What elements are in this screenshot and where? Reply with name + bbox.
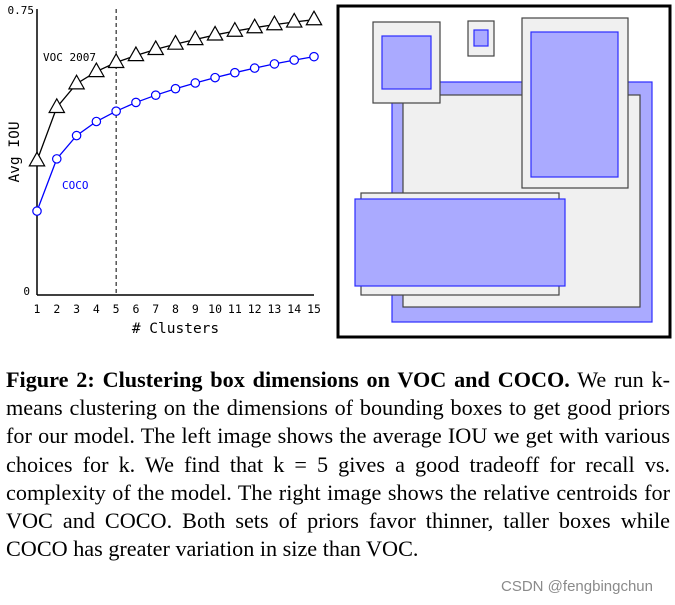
x-axis-title: # Clusters: [132, 321, 219, 337]
voc-data-point: [245, 17, 264, 34]
x-tick-label: 9: [192, 302, 199, 316]
x-tick-label: 3: [73, 302, 80, 316]
x-tick-label: 6: [132, 302, 139, 316]
voc-data-point: [166, 34, 185, 50]
coco-data-point: [170, 83, 181, 94]
coco-data-point: [190, 78, 201, 88]
x-tick-label: 11: [228, 302, 242, 316]
coco-centroid-box-small: [473, 29, 489, 47]
x-tick-label: 13: [267, 302, 281, 316]
x-tick-label: 1: [34, 302, 41, 316]
voc-data-point: [305, 9, 323, 26]
x-tick-label: 5: [113, 302, 120, 316]
coco-data-point: [150, 90, 161, 100]
coco-data-point: [230, 67, 240, 78]
x-tick-label: 4: [93, 302, 100, 316]
y-tick-label: 0.75: [8, 4, 35, 17]
voc-data-point: [87, 61, 106, 78]
coco-centroid-box-medium: [381, 35, 432, 90]
series-label-voc: VOC 2007: [43, 51, 96, 64]
coco-centroid-box-tall: [530, 31, 619, 178]
watermark: CSDN @fengbingchun: [499, 578, 655, 595]
voc-data-point: [265, 14, 284, 31]
voc-data-point: [206, 25, 224, 41]
series-label-coco: COCO: [62, 179, 89, 192]
caption-label: Figure 2:: [6, 367, 95, 392]
x-tick-label: 10: [208, 302, 222, 316]
x-tick-label: 8: [172, 302, 179, 316]
coco-data-point: [269, 59, 280, 69]
x-tick-label: 2: [53, 302, 60, 316]
x-tick-label: 14: [287, 302, 301, 316]
voc-data-point: [127, 45, 145, 62]
coco-data-point: [289, 55, 300, 65]
x-tick-label: 12: [248, 302, 262, 316]
coco-data-point: [91, 116, 102, 127]
coco-data-point: [32, 206, 42, 216]
y-axis-title: Avg IOU: [7, 121, 23, 182]
coco-data-point: [249, 63, 260, 73]
voc-data-point: [285, 12, 303, 28]
figure-caption: Figure 2: Clustering box dimensions on V…: [6, 366, 670, 563]
voc-data-point: [186, 29, 204, 46]
chart-marks: [28, 9, 323, 216]
coco-centroid-box-wide: [354, 198, 566, 287]
caption-body: We run k-means clustering on the dimensi…: [6, 367, 670, 562]
y-tick-label: 0: [23, 285, 30, 298]
coco-data-point: [111, 106, 121, 116]
voc-data-point: [28, 151, 46, 167]
coco-data-point: [131, 97, 141, 108]
x-tick-label: 7: [152, 302, 159, 316]
voc-data-point: [107, 52, 125, 69]
voc-data-point: [67, 74, 86, 90]
caption-title: Clustering box dimensions on VOC and COC…: [102, 367, 570, 392]
voc-data-point: [48, 97, 66, 114]
box-centroids-illustration: [336, 4, 672, 339]
x-tick-label: 15: [307, 302, 321, 316]
coco-data-point: [51, 154, 62, 164]
coco-data-point: [210, 72, 220, 83]
voc-data-point: [147, 39, 165, 56]
coco-data-point: [71, 130, 82, 141]
voc-data-point: [226, 21, 244, 37]
coco-data-point: [309, 51, 319, 62]
